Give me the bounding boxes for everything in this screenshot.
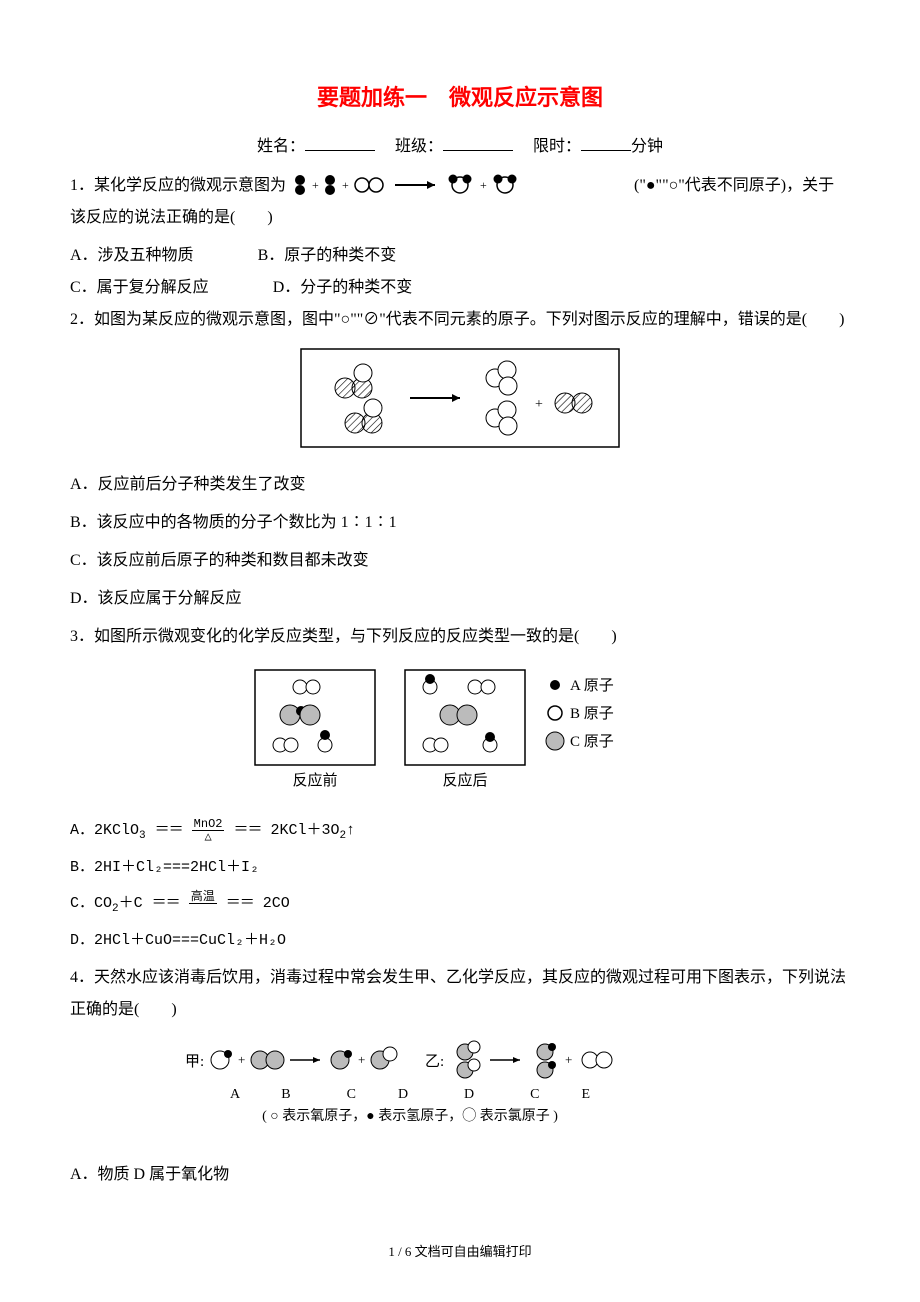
q3-stem: 3．如图所示微观变化的化学反应类型，与下列反应的反应类型一致的是( ): [70, 621, 850, 653]
time-blank: [581, 134, 631, 151]
q4-yi-label: 乙:: [425, 1054, 444, 1070]
class-blank: [443, 134, 513, 151]
name-blank: [305, 134, 375, 151]
q1-opts-row2: C．属于复分解反应 D．分子的种类不变: [70, 272, 850, 304]
svg-text:+: +: [565, 1052, 572, 1067]
svg-text:+: +: [535, 397, 543, 412]
q4-legend: ( ○ 表示氧原子，● 表示氢原子，◯ 表示氯原子 ): [262, 1108, 558, 1124]
time-label: 限时：: [533, 138, 581, 155]
svg-text:+: +: [480, 178, 487, 192]
q2-figure: +: [70, 348, 850, 453]
svg-text:+: +: [342, 178, 349, 192]
q3-A-pre: A．2KClO: [70, 822, 139, 839]
q3-legend-A: A 原子: [570, 677, 614, 694]
q2-C: C．该反应前后原子的种类和数目都未改变: [70, 545, 850, 577]
q4-figure: 甲: + + 乙: + A B C D D: [70, 1038, 850, 1143]
q4-jia-label: 甲:: [185, 1054, 204, 1070]
q3-C-mid: ＋C: [119, 895, 143, 912]
q1-B: B．原子的种类不变: [258, 240, 397, 272]
q3-before-label: 反应前: [292, 771, 337, 789]
q2-stem: 2．如图为某反应的微观示意图，图中"○""⊘"代表不同元素的原子。下列对图示反应…: [70, 304, 850, 336]
q3-C: C．CO2＋C ＝＝ 高温 ＝＝ 2CO: [70, 889, 850, 920]
q3-legend-C: C 原子: [570, 733, 614, 750]
q1-opts-row1: A．涉及五种物质 B．原子的种类不变: [70, 240, 850, 272]
q3-A: A．2KClO3 ＝＝ MnO2△ ＝＝ 2KCl＋3O2↑: [70, 816, 850, 847]
q3-A-tail: ↑: [346, 822, 355, 839]
q1: 1．某化学反应的微观示意图为 + + + ("●""○"代表不同原子)，关于该反…: [70, 170, 850, 234]
class-label: 班级：: [395, 138, 443, 155]
svg-text:+: +: [358, 1052, 365, 1067]
header-line: 姓名： 班级： 限时： 分钟: [70, 132, 850, 156]
name-label: 姓名：: [257, 138, 305, 155]
q3-A-post: 2KCl＋3O: [271, 822, 340, 839]
q2-A: A．反应前后分子种类发生了改变: [70, 469, 850, 501]
q3-C-sub: 2: [112, 903, 119, 915]
q1-stem-a: 1．某化学反应的微观示意图为: [70, 177, 286, 194]
q4-stem: 4．天然水应该消毒后饮用，消毒过程中常会发生甲、乙化学反应，其反应的微观过程可用…: [70, 962, 850, 1026]
q3-C-pre: C．CO: [70, 895, 112, 912]
page-footer: 1 / 6 文档可自由编辑打印: [70, 1241, 850, 1260]
page-title: 要题加练一 微观反应示意图: [70, 80, 850, 112]
q3-C-cond: 高温: [189, 891, 217, 916]
svg-text:+: +: [238, 1052, 245, 1067]
q1-D: D．分子的种类不变: [273, 272, 413, 304]
q2-D: D．该反应属于分解反应: [70, 583, 850, 615]
q2-B: B．该反应中的各物质的分子个数比为 1∶1∶1: [70, 507, 850, 539]
q3-B: B．2HI＋Cl₂===2HCl＋I₂: [70, 853, 850, 883]
q3-legend-B: B 原子: [570, 705, 614, 722]
svg-text:+: +: [312, 178, 319, 192]
time-unit: 分钟: [631, 138, 663, 155]
q1-C: C．属于复分解反应: [70, 272, 209, 304]
q4-A: A．物质 D 属于氧化物: [70, 1159, 850, 1191]
q1-A: A．涉及五种物质: [70, 240, 194, 272]
q4-labels: A B C D D C E: [230, 1087, 590, 1102]
q3-D: D．2HCl＋CuO===CuCl₂＋H₂O: [70, 926, 850, 956]
q3-A-sub: 3: [139, 830, 146, 842]
q3-figure: 反应前 反应后 A 原子 B 原子 C 原子: [70, 665, 850, 800]
q3-after-label: 反应后: [442, 771, 487, 789]
q1-diagram: + + +: [290, 171, 630, 201]
q3-A-cond: MnO2△: [192, 818, 225, 843]
q3-C-post: 2CO: [263, 895, 290, 912]
